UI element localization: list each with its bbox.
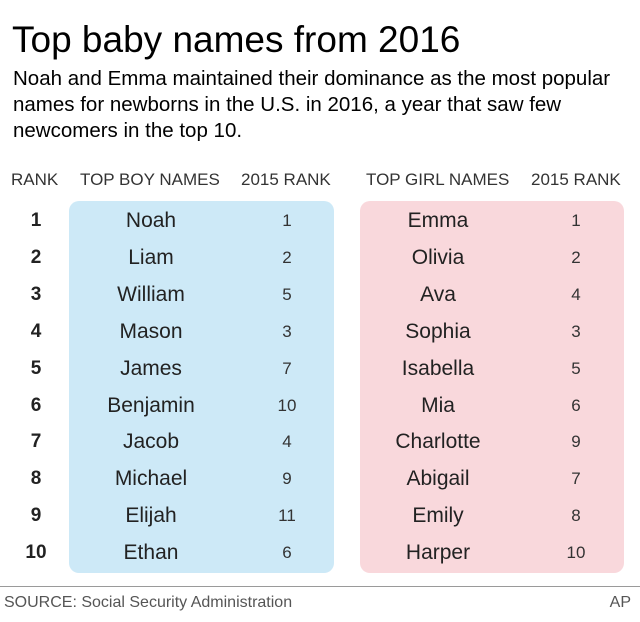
boy-2015-rank: 7	[282, 358, 292, 378]
rank-value: 3	[30, 283, 42, 305]
boys-panel	[69, 201, 334, 573]
header-girls-2015-rank: 2015 RANK	[531, 170, 621, 189]
chart-title: Top baby names from 2016	[12, 19, 461, 60]
boy-name: James	[120, 356, 182, 380]
girl-name: Isabella	[401, 356, 475, 380]
girl-2015-rank: 6	[571, 395, 581, 415]
boy-2015-rank: 4	[282, 432, 292, 452]
rank-value: 4	[30, 320, 42, 342]
girl-name: Mia	[421, 393, 455, 417]
boy-2015-rank: 11	[278, 506, 296, 526]
girl-name: Charlotte	[395, 430, 481, 454]
girls-panel	[360, 201, 624, 573]
rank-value: 9	[30, 505, 42, 527]
header-girl-names: TOP GIRL NAMES	[366, 170, 510, 189]
girl-2015-rank: 10	[566, 543, 586, 563]
boy-2015-rank: 3	[282, 321, 292, 341]
boy-name: Benjamin	[107, 393, 195, 417]
girl-2015-rank: 8	[571, 506, 581, 526]
girl-2015-rank: 7	[571, 469, 581, 489]
girl-name: Emma	[407, 209, 469, 232]
boy-name: Mason	[119, 319, 183, 343]
header-boys-2015-rank: 2015 RANK	[241, 170, 331, 189]
rank-value: 1	[30, 210, 42, 231]
source-note: SOURCE: Social Security Administration	[4, 594, 293, 611]
rank-value: 2	[30, 246, 42, 268]
girl-2015-rank: 4	[571, 284, 581, 304]
girl-2015-rank: 5	[571, 358, 581, 378]
boy-name: William	[117, 282, 185, 306]
girl-2015-rank: 3	[571, 321, 581, 341]
rank-value: 10	[25, 542, 47, 564]
boy-name: Noah	[125, 209, 177, 232]
credit: AP	[609, 594, 631, 611]
girl-2015-rank: 1	[571, 211, 581, 230]
girl-name: Ava	[420, 282, 456, 306]
footer-divider	[0, 586, 640, 587]
rank-value: 8	[30, 468, 42, 490]
girl-name: Harper	[405, 541, 471, 565]
girl-name: Olivia	[411, 245, 465, 269]
rank-value: 5	[30, 357, 42, 379]
boy-name: Elijah	[125, 504, 177, 528]
girl-name: Abigail	[406, 467, 470, 491]
girl-2015-rank: 9	[571, 432, 581, 452]
boy-2015-rank: 2	[282, 247, 292, 267]
boy-name: Ethan	[123, 541, 179, 565]
girl-name: Emily	[412, 504, 464, 528]
boy-name: Liam	[128, 245, 174, 269]
boy-name: Michael	[114, 467, 188, 491]
girl-name: Sophia	[405, 319, 471, 343]
boy-2015-rank: 1	[282, 211, 292, 230]
rank-value: 7	[30, 431, 42, 453]
boy-name: Jacob	[122, 430, 180, 454]
header-boy-names: TOP BOY NAMES	[80, 170, 220, 189]
boy-2015-rank: 6	[282, 543, 292, 563]
boy-2015-rank: 9	[282, 469, 292, 489]
rank-value: 6	[30, 394, 42, 416]
chart-subtitle: Noah and Emma maintained their dominance…	[13, 67, 611, 142]
girl-2015-rank: 2	[571, 247, 581, 267]
header-rank: RANK	[11, 170, 59, 189]
boy-2015-rank: 5	[282, 284, 292, 304]
boy-2015-rank: 10	[277, 395, 297, 415]
